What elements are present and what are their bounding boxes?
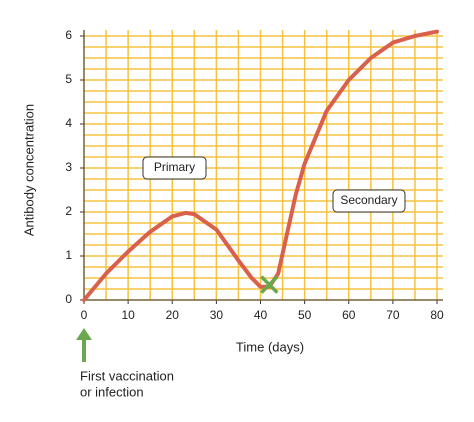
annotation: Secondary — [340, 193, 397, 207]
x-tick-label: 30 — [210, 308, 224, 322]
footnote: First vaccination — [80, 368, 174, 383]
x-tick-label: 80 — [430, 308, 444, 322]
y-tick-label: 5 — [65, 72, 72, 86]
x-tick-label: 50 — [298, 308, 312, 322]
x-axis-label: Time (days) — [236, 339, 304, 354]
marker-stroke — [260, 275, 279, 294]
annotation-box — [332, 189, 406, 213]
footnote: or infection — [80, 384, 144, 399]
x-tick-label: 10 — [121, 308, 135, 322]
x-tick-label: 0 — [81, 308, 88, 322]
annotation: Primary — [154, 160, 195, 174]
x-tick-label: 70 — [386, 308, 400, 322]
y-tick-label: 3 — [65, 160, 72, 174]
marker — [260, 275, 279, 294]
y-tick-label: 0 — [65, 292, 72, 306]
plot-area: 0 10 20 30 40 50 60 70 80 0 1 2 3 4 5 6 — [65, 28, 444, 322]
y-tick-label: 6 — [65, 28, 72, 42]
y-tick-label: 4 — [65, 116, 72, 130]
x-tick-label: 20 — [166, 308, 180, 322]
x-tick-label: 40 — [254, 308, 268, 322]
y-tick-label: 2 — [65, 204, 72, 218]
x-tick-label: 60 — [342, 308, 356, 322]
annotation-box — [142, 156, 207, 180]
y-tick-label: 1 — [65, 248, 72, 262]
arrow-head — [76, 328, 92, 340]
y-axis-label: Antibody concentration — [21, 104, 36, 236]
